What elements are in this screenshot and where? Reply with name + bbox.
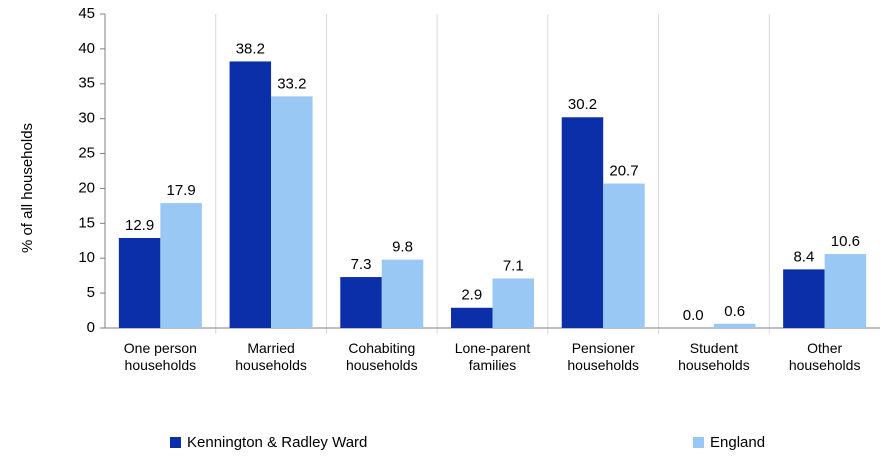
legend-label: England [710, 434, 765, 451]
x-tick-label: Student households [678, 340, 750, 373]
value-label: 7.1 [503, 257, 524, 274]
value-label: 33.2 [277, 75, 306, 92]
value-label: 30.2 [568, 96, 597, 113]
x-tick-label-line: households [567, 357, 639, 373]
x-tick-label: Married households [235, 340, 307, 373]
y-tick-label: 10 [78, 249, 95, 266]
bar [118, 237, 161, 328]
x-tick-label-line: Student [690, 340, 738, 356]
y-tick-label: 45 [78, 5, 95, 22]
bar [271, 96, 313, 329]
y-tick-label: 25 [78, 145, 95, 162]
legend-swatch [693, 437, 704, 448]
x-tick-label-line: Cohabiting [348, 340, 415, 356]
value-label: 8.4 [793, 248, 814, 265]
legend-label: Kennington & Radley Ward [187, 434, 367, 451]
x-tick-label-line: households [789, 357, 861, 373]
value-label: 20.7 [609, 163, 638, 180]
value-label: 0.0 [683, 307, 704, 324]
value-label: 12.9 [125, 217, 154, 234]
x-tick-label: One person households [124, 340, 197, 373]
bar [783, 269, 825, 328]
bar [340, 277, 382, 328]
value-label: 38.2 [236, 40, 265, 57]
y-tick-label: 5 [87, 284, 95, 301]
bar [492, 278, 534, 328]
x-tick-label-line: households [235, 357, 307, 373]
y-tick-label: 35 [78, 75, 95, 92]
x-tick-label-line: Lone-parent [455, 340, 531, 356]
value-label: 10.6 [831, 233, 860, 250]
value-label: 17.9 [167, 182, 196, 199]
bar [561, 117, 604, 328]
x-tick-label: Other households [789, 340, 861, 373]
value-label: 9.8 [392, 239, 413, 256]
x-tick-label: Lone-parent families [455, 340, 531, 373]
value-label: 0.6 [724, 303, 745, 320]
y-tick-label: 0 [87, 319, 95, 336]
x-tick-label: Cohabiting households [346, 340, 418, 373]
value-label: 2.9 [461, 287, 482, 304]
y-axis-label: % of all households [19, 123, 36, 253]
y-tick-label: 30 [78, 110, 95, 127]
bar [713, 323, 756, 328]
x-tick-label: Pensioner households [567, 340, 639, 373]
bar [229, 61, 272, 329]
x-tick-label-line: Other [807, 340, 842, 356]
bar [603, 183, 645, 328]
x-tick-label-line: households [678, 357, 750, 373]
y-tick-label: 40 [78, 40, 95, 57]
x-tick-label-line: One person [124, 340, 197, 356]
bar [160, 203, 202, 328]
value-label: 7.3 [351, 256, 372, 273]
x-tick-label-line: Married [247, 340, 294, 356]
legend-swatch [170, 437, 181, 448]
x-tick-label-line: Pensioner [572, 340, 635, 356]
x-tick-label-line: households [346, 357, 418, 373]
y-tick-label: 20 [78, 179, 95, 196]
bar [381, 259, 424, 328]
x-tick-label-line: families [469, 357, 516, 373]
y-tick-label: 15 [78, 214, 95, 231]
x-tick-label-line: households [125, 357, 197, 373]
bar [824, 254, 867, 328]
bar [451, 307, 493, 328]
